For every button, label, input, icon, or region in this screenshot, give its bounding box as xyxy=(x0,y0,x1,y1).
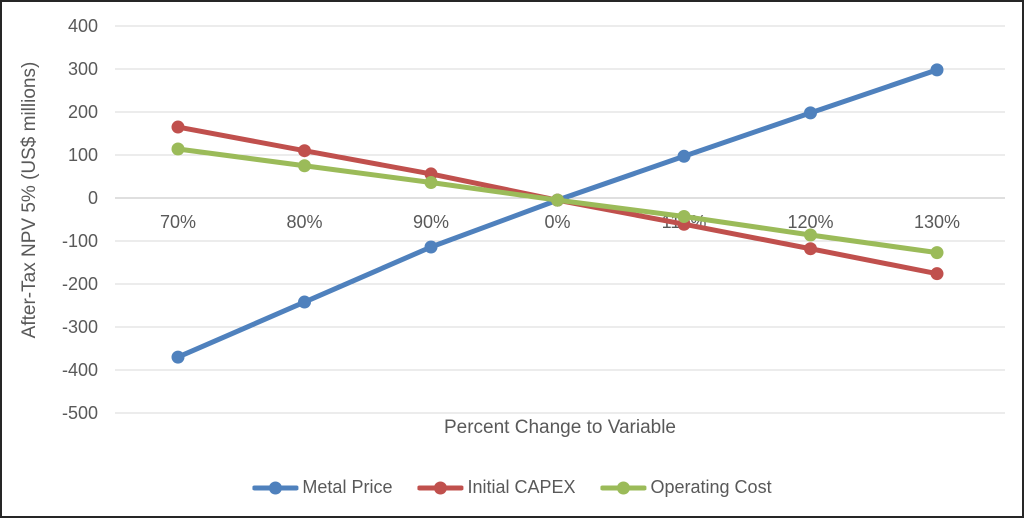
x-axis-category-label: 90% xyxy=(413,212,449,232)
data-point-operating-cost xyxy=(677,209,691,223)
data-point-metal-price xyxy=(804,106,817,120)
legend-label-metal-price: Metal Price xyxy=(302,477,393,497)
y-axis-tick-label: 200 xyxy=(68,102,98,122)
y-axis-tick-label: 400 xyxy=(68,16,98,36)
data-point-metal-price xyxy=(930,63,944,77)
legend-marker-operating-cost-icon xyxy=(600,481,647,494)
x-axis-category-label: 120% xyxy=(787,212,833,232)
y-axis-tick-label: -300 xyxy=(62,317,98,337)
x-axis-category-label: 0% xyxy=(544,212,570,232)
data-point-initial-capex xyxy=(804,242,817,256)
y-axis-tick-label: -500 xyxy=(62,403,98,423)
x-axis-title: Percent Change to Variable xyxy=(443,417,677,438)
legend-item-operating-cost: Operating Cost xyxy=(600,477,772,498)
data-point-metal-price xyxy=(298,295,311,309)
legend-item-metal-price: Metal Price xyxy=(252,477,392,498)
data-point-operating-cost xyxy=(551,193,564,207)
data-point-operating-cost xyxy=(804,228,817,242)
y-axis-tick-label: -200 xyxy=(62,274,98,294)
chart-legend: Metal Price Initial CAPEX Operating Cost xyxy=(252,477,772,498)
y-axis-tick-label: -100 xyxy=(62,231,98,251)
x-axis-category-label: 130% xyxy=(914,212,960,232)
data-point-initial-capex xyxy=(298,144,311,158)
data-point-metal-price xyxy=(424,240,438,254)
data-point-metal-price xyxy=(171,350,185,364)
y-axis-tick-label: 300 xyxy=(68,59,98,79)
legend-marker-initial-capex-icon xyxy=(417,481,464,494)
x-axis-category-label: 80% xyxy=(286,212,322,232)
data-point-initial-capex xyxy=(171,120,185,134)
y-axis-tick-label: -400 xyxy=(62,360,98,380)
y-axis-tick-label: 100 xyxy=(68,145,98,165)
legend-marker-metal-price-icon xyxy=(252,481,299,494)
y-axis-tick-label: 0 xyxy=(88,188,98,208)
y-axis-title: After-Tax NPV 5% (US$ millions) xyxy=(19,61,40,339)
data-point-initial-capex xyxy=(930,267,944,281)
legend-label-operating-cost: Operating Cost xyxy=(650,477,772,497)
data-point-operating-cost xyxy=(298,159,311,173)
data-point-operating-cost xyxy=(171,142,185,156)
legend-item-initial-capex: Initial CAPEX xyxy=(417,477,576,498)
data-point-operating-cost xyxy=(930,246,944,260)
x-axis-category-label: 70% xyxy=(160,212,196,232)
data-point-operating-cost xyxy=(424,176,438,190)
legend-label-initial-capex: Initial CAPEX xyxy=(467,477,576,497)
data-point-metal-price xyxy=(677,149,691,163)
